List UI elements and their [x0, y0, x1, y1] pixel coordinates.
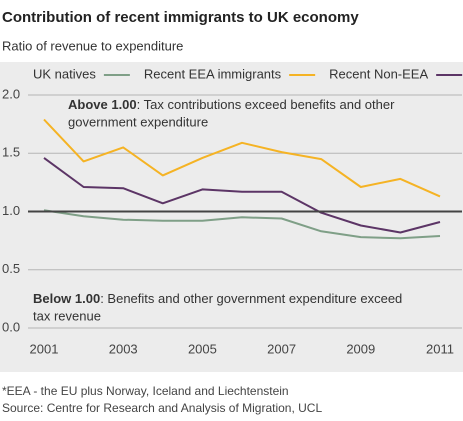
annotation-text: : Tax contributions exceed benefits and … — [137, 97, 395, 112]
legend-label: Recent EEA immigrants — [144, 66, 282, 81]
x-tick-label: 2011 — [426, 341, 454, 356]
x-tick-label: 2001 — [30, 341, 59, 356]
series-line — [43, 118, 441, 198]
plot-background — [0, 62, 463, 372]
x-tick-label: 2007 — [267, 341, 296, 356]
x-tick-label: 2005 — [188, 341, 217, 356]
legend-label: Recent Non-EEA — [329, 66, 428, 81]
annotation: Below 1.00: Benefits and other governmen… — [33, 291, 402, 306]
chart-subtitle: Ratio of revenue to expenditure — [2, 38, 183, 53]
chart-title: Contribution of recent immigrants to UK … — [2, 9, 359, 26]
annotation: government expenditure — [68, 114, 208, 129]
x-tick-label: 2003 — [109, 341, 138, 356]
x-tick-label: 2009 — [346, 341, 375, 356]
annotation: tax revenue — [33, 308, 101, 323]
y-tick-label: 1.0 — [2, 203, 20, 218]
annotation-text: : Benefits and other government expendit… — [100, 291, 402, 306]
series-line — [43, 209, 441, 240]
footnote: Source: Centre for Research and Analysis… — [2, 401, 322, 415]
annotation: Above 1.00: Tax contributions exceed ben… — [68, 97, 395, 112]
annotation-bold: Below 1.00 — [33, 291, 100, 306]
y-tick-label: 0.0 — [2, 319, 20, 334]
y-tick-label: 1.5 — [2, 145, 20, 160]
legend-label: UK natives — [33, 66, 96, 81]
annotation-bold: Above 1.00 — [68, 97, 137, 112]
y-tick-label: 2.0 — [2, 86, 20, 101]
series-line — [43, 157, 441, 234]
footnote: *EEA - the EU plus Norway, Iceland and L… — [2, 384, 289, 398]
y-tick-label: 0.5 — [2, 261, 20, 276]
